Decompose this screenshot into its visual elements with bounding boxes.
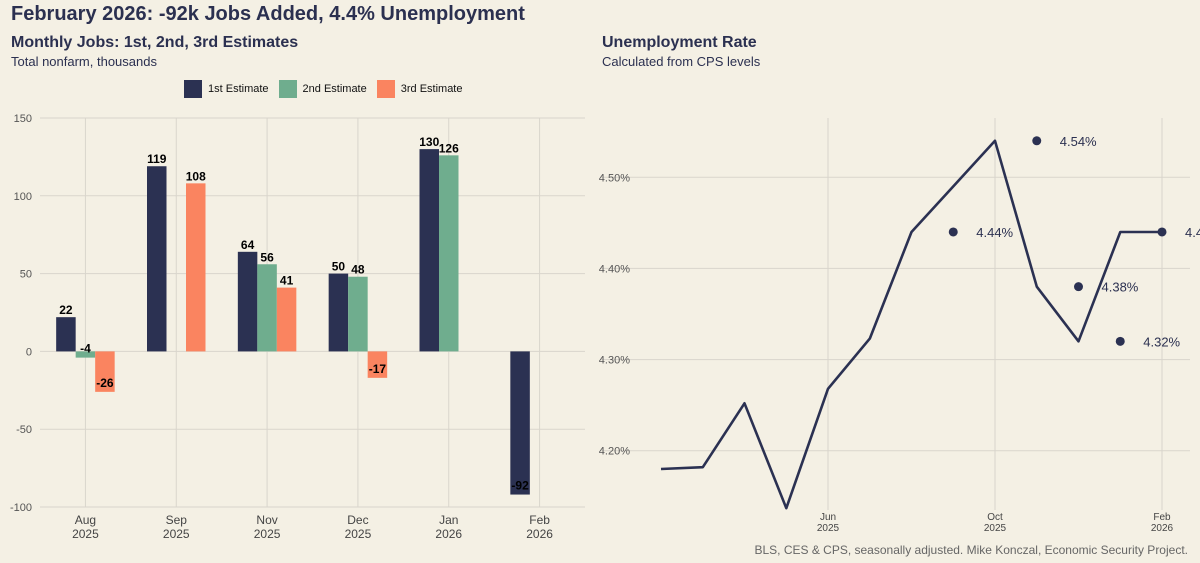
jobs-bar-label: 48: [351, 263, 365, 277]
legend-item-first: 1st Estimate: [184, 80, 269, 98]
jobs-bar-label: -17: [369, 362, 387, 376]
jobs-xtick-month: Feb: [529, 513, 550, 527]
unemployment-chart-title: Unemployment Rate: [602, 34, 757, 51]
jobs-bar: [510, 351, 530, 495]
jobs-bar-label: 126: [439, 141, 459, 155]
ur-ytick-label: 4.20%: [599, 446, 630, 458]
legend-swatch-first: [184, 80, 202, 98]
jobs-bar: [439, 155, 459, 352]
ur-xtick-year: 2026: [1151, 523, 1174, 534]
jobs-xtick-year: 2025: [72, 527, 99, 541]
ur-xtick-month: Jun: [820, 512, 836, 523]
ur-point-label: 4.44%: [1185, 225, 1200, 240]
jobs-bar: [75, 351, 96, 358]
ur-point-label: 4.38%: [1102, 280, 1139, 295]
ur-point-label: 4.54%: [1060, 134, 1097, 149]
unemployment-chart-subtitle: Calculated from CPS levels: [602, 54, 761, 69]
jobs-ytick-label: 0: [26, 346, 32, 358]
jobs-ytick-label: 50: [20, 269, 32, 281]
jobs-xtick-year: 2026: [526, 527, 553, 541]
jobs-bar-label: 130: [419, 135, 439, 149]
ur-point: [1115, 336, 1125, 346]
ur-series-line: [660, 139, 1162, 510]
jobs-ytick-label: -50: [16, 424, 32, 436]
jobs-legend: 1st Estimate 2nd Estimate 3rd Estimate: [184, 80, 472, 98]
ur-xtick-month: Oct: [987, 512, 1003, 523]
jobs-xtick-year: 2025: [163, 527, 190, 541]
jobs-bar: [237, 251, 258, 352]
ur-point: [1032, 136, 1042, 146]
jobs-bar-label: 64: [241, 238, 255, 252]
jobs-xtick-year: 2025: [345, 527, 372, 541]
legend-label-second: 2nd Estimate: [302, 83, 367, 95]
ur-ytick-label: 4.40%: [599, 263, 630, 275]
jobs-bar-label: -4: [80, 342, 91, 356]
jobs-xtick-month: Sep: [166, 513, 188, 527]
jobs-xtick-month: Dec: [347, 513, 368, 527]
jobs-xtick-month: Nov: [256, 513, 277, 527]
jobs-xtick-month: Jan: [439, 513, 458, 527]
jobs-bar-label: 41: [280, 274, 294, 288]
legend-label-first: 1st Estimate: [208, 83, 269, 95]
ur-point-label: 4.44%: [976, 225, 1013, 240]
legend-item-second: 2nd Estimate: [278, 80, 367, 98]
jobs-bar: [276, 287, 297, 352]
jobs-bar: [328, 273, 349, 352]
jobs-bar-label: -26: [96, 376, 114, 390]
jobs-ytick-label: 150: [14, 113, 32, 125]
jobs-bar-label: 22: [59, 303, 73, 317]
legend-item-third: 3rd Estimate: [376, 80, 463, 98]
jobs-bar-label: -92: [511, 479, 529, 493]
ur-point: [1157, 227, 1167, 237]
jobs-bar: [367, 351, 388, 378]
jobs-chart-title: Monthly Jobs: 1st, 2nd, 3rd Estimates: [11, 34, 299, 51]
legend-swatch-third: [376, 80, 395, 98]
jobs-bar: [147, 166, 167, 352]
ur-point: [1074, 282, 1083, 292]
jobs-xtick-year: 2026: [435, 527, 462, 541]
legend-swatch-second: [278, 80, 297, 98]
source-caption: BLS, CES & CPS, seasonally adjusted. Mik…: [754, 543, 1188, 557]
jobs-bar: [348, 276, 368, 352]
jobs-bar: [186, 183, 206, 352]
ur-ytick-label: 4.50%: [599, 172, 630, 184]
jobs-bar: [95, 351, 115, 392]
jobs-bar-label: 56: [260, 250, 274, 264]
ur-point: [948, 227, 958, 237]
ur-xtick-month: Feb: [1153, 512, 1171, 523]
jobs-bar-label: 119: [147, 152, 167, 166]
jobs-bar: [419, 149, 439, 352]
jobs-chart-subtitle: Total nonfarm, thousands: [11, 54, 157, 69]
jobs-bar: [56, 317, 76, 352]
page-title: February 2026: -92k Jobs Added, 4.4% Une…: [11, 3, 525, 25]
ur-ytick-label: 4.30%: [599, 355, 630, 367]
jobs-ytick-label: -100: [10, 502, 32, 514]
jobs-ytick-label: 100: [14, 191, 32, 203]
jobs-xtick-year: 2025: [254, 527, 281, 541]
jobs-xtick-month: Aug: [75, 513, 96, 527]
ur-xtick-year: 2025: [817, 523, 840, 534]
ur-xtick-year: 2025: [984, 523, 1007, 534]
jobs-bar: [257, 264, 277, 352]
ur-point-label: 4.32%: [1143, 334, 1180, 349]
jobs-bar-label: 108: [186, 169, 206, 183]
legend-label-third: 3rd Estimate: [400, 83, 463, 95]
jobs-bar-label: 50: [332, 260, 346, 274]
